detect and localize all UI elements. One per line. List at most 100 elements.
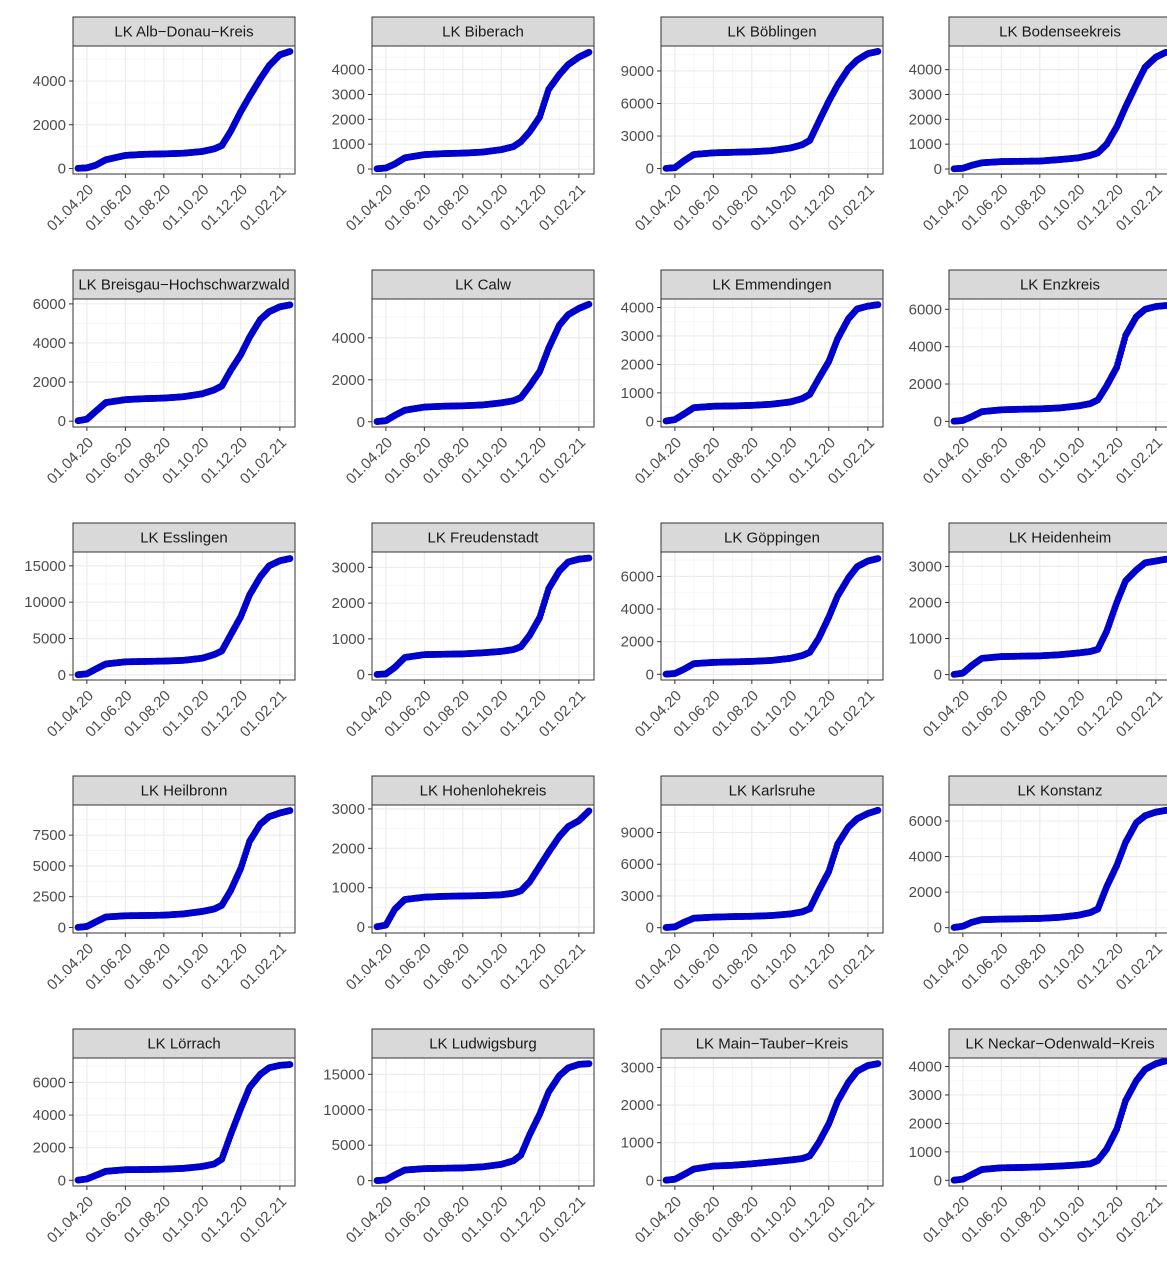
y-tick-label: 6000 xyxy=(33,1074,66,1091)
y-tick-label: 3000 xyxy=(909,86,942,103)
facet-strip-label: LK Göppingen xyxy=(724,530,820,547)
panel-6: LK Emmendingen0100020003000400001.04.200… xyxy=(621,270,883,488)
y-tick-label: 2000 xyxy=(332,595,365,612)
facet-strip-label: LK Biberach xyxy=(442,24,524,41)
y-tick-label: 2000 xyxy=(909,884,942,901)
y-tick-label: 0 xyxy=(357,414,365,431)
panel-background xyxy=(949,46,1167,174)
facet-strip-label: LK Ludwigsburg xyxy=(429,1036,537,1053)
facet-strip-label: LK Esslingen xyxy=(140,530,228,547)
y-tick-label: 3000 xyxy=(621,328,654,345)
y-tick-label: 2000 xyxy=(332,111,365,128)
y-tick-label: 2000 xyxy=(909,594,942,611)
y-tick-label: 1000 xyxy=(909,136,942,153)
facet-strip-label-group: LK Konstanz xyxy=(1017,783,1102,800)
y-tick-label: 6000 xyxy=(621,856,654,873)
panel-18: LK Main−Tauber−Kreis010002000300001.04.2… xyxy=(621,1029,883,1247)
y-tick-label: 15000 xyxy=(323,1066,365,1083)
y-tick-label: 1000 xyxy=(332,631,365,648)
y-tick-label: 2000 xyxy=(621,634,654,651)
y-tick-label: 6000 xyxy=(909,813,942,830)
facet-strip-label-group: LK Göppingen xyxy=(724,530,820,547)
facet-strip-label: LK Heidenheim xyxy=(1009,530,1112,547)
data-point xyxy=(586,49,593,56)
data-point xyxy=(586,301,593,308)
y-tick-label: 7500 xyxy=(33,827,66,844)
y-tick-label: 0 xyxy=(58,161,66,178)
panel-12: LK Heilbronn025005000750001.04.2001.06.2… xyxy=(33,776,295,994)
data-point xyxy=(875,301,882,308)
y-tick-label: 2000 xyxy=(332,372,365,389)
y-tick-label: 0 xyxy=(58,413,66,430)
y-tick-label: 9000 xyxy=(621,825,654,842)
facet-strip-label-group: LK Esslingen xyxy=(140,530,228,547)
y-tick-label: 1000 xyxy=(621,385,654,402)
data-point xyxy=(287,555,294,562)
facet-strip-label: LK Hohenlohekreis xyxy=(420,783,547,800)
panel-13: LK Hohenlohekreis010002000300001.04.2001… xyxy=(332,776,594,994)
y-tick-label: 0 xyxy=(646,666,654,683)
y-tick-label: 4000 xyxy=(332,330,365,347)
y-tick-label: 0 xyxy=(646,413,654,430)
panel-0: LK Alb−Donau−Kreis02000400001.04.2001.06… xyxy=(33,17,295,235)
panel-5: LK Calw02000400001.04.2001.06.2001.08.20… xyxy=(332,270,594,488)
y-tick-label: 5000 xyxy=(33,858,66,875)
panel-17: LK Ludwigsburg05000100001500001.04.2001.… xyxy=(323,1029,594,1247)
y-tick-label: 4000 xyxy=(33,1107,66,1124)
y-tick-label: 3000 xyxy=(621,128,654,145)
facet-strip-label-group: LK Calw xyxy=(455,277,511,294)
facet-strip-label-group: LK Biberach xyxy=(442,24,524,41)
y-tick-label: 4000 xyxy=(621,300,654,317)
facet-strip-label-group: LK Enzkreis xyxy=(1020,277,1100,294)
facet-strip-label: LK Freudenstadt xyxy=(428,530,540,547)
facet-strip-label: LK Alb−Donau−Kreis xyxy=(114,24,253,41)
y-tick-label: 6000 xyxy=(33,296,66,313)
facet-strip-label: LK Bodenseekreis xyxy=(999,24,1121,41)
y-tick-label: 3000 xyxy=(909,558,942,575)
data-point xyxy=(287,807,294,814)
y-tick-label: 10000 xyxy=(323,1102,365,1119)
y-tick-label: 2000 xyxy=(33,117,66,134)
y-tick-label: 0 xyxy=(646,920,654,937)
y-tick-label: 6000 xyxy=(909,301,942,318)
facet-strip-label-group: LK Böblingen xyxy=(727,24,816,41)
data-point xyxy=(287,48,294,55)
y-tick-label: 2000 xyxy=(909,376,942,393)
facet-strip-label-group: LK Bodenseekreis xyxy=(999,24,1121,41)
facet-strip-label: LK Calw xyxy=(455,277,511,294)
panel-16: LK Lörrach020004000600001.04.2001.06.200… xyxy=(33,1029,295,1247)
panel-15: LK Konstanz020004000600001.04.2001.06.20… xyxy=(909,776,1167,994)
data-point xyxy=(586,808,593,815)
facet-strip-label: LK Enzkreis xyxy=(1020,277,1100,294)
y-tick-label: 1000 xyxy=(909,631,942,648)
facet-strip-label-group: LK Heilbronn xyxy=(141,783,228,800)
panel-2: LK Böblingen030006000900001.04.2001.06.2… xyxy=(621,17,883,235)
data-point xyxy=(287,301,294,308)
y-tick-label: 4000 xyxy=(33,73,66,90)
panel-7: LK Enzkreis020004000600001.04.2001.06.20… xyxy=(909,270,1167,488)
facet-strip-label: LK Breisgau−Hochschwarzwald xyxy=(78,277,289,294)
panel-9: LK Freudenstadt010002000300001.04.2001.0… xyxy=(332,523,594,741)
y-tick-label: 0 xyxy=(357,919,365,936)
y-tick-label: 4000 xyxy=(909,849,942,866)
panel-11: LK Heidenheim010002000300001.04.2001.06.… xyxy=(909,523,1167,741)
facet-strip-label: LK Emmendingen xyxy=(712,277,831,294)
y-tick-label: 2500 xyxy=(33,889,66,906)
y-tick-label: 10000 xyxy=(24,594,66,611)
facet-strip-label: LK Böblingen xyxy=(727,24,816,41)
data-point xyxy=(875,48,882,55)
y-tick-label: 0 xyxy=(934,920,942,937)
facet-strip-label: LK Lörrach xyxy=(147,1036,220,1053)
panel-1: LK Biberach0100020003000400001.04.2001.0… xyxy=(332,17,594,235)
y-tick-label: 1000 xyxy=(332,880,365,897)
facet-strip-label-group: LK Alb−Donau−Kreis xyxy=(114,24,253,41)
y-tick-label: 4000 xyxy=(909,62,942,79)
facet-strip-label-group: LK Ludwigsburg xyxy=(429,1036,537,1053)
data-point xyxy=(875,807,882,814)
panel-14: LK Karlsruhe030006000900001.04.2001.06.2… xyxy=(621,776,883,994)
y-tick-label: 0 xyxy=(934,413,942,430)
y-tick-label: 3000 xyxy=(332,559,365,576)
facet-strip-label: LK Karlsruhe xyxy=(729,783,816,800)
y-tick-label: 1000 xyxy=(332,136,365,153)
facet-strip-label-group: LK Lörrach xyxy=(147,1036,220,1053)
